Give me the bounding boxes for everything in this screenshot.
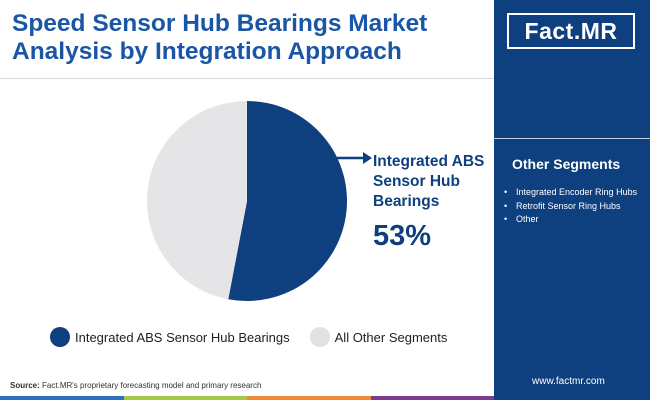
source-note: Source: Fact.MR's proprietary forecastin… [10, 381, 261, 390]
sidebar-divider [494, 138, 650, 139]
other-segments-title: Other Segments [512, 156, 621, 172]
list-item: Other [504, 213, 644, 226]
page-title: Speed Sensor Hub Bearings Market Analysi… [12, 10, 428, 65]
list-item: Retrofit Sensor Ring Hubs [504, 200, 644, 213]
logo-text-main: Fact [524, 17, 574, 44]
legend-label-primary: Integrated ABS Sensor Hub Bearings [75, 329, 290, 345]
chart-callout: Integrated ABS Sensor Hub Bearings 53% [373, 152, 493, 253]
callout-arrow-head [363, 152, 372, 164]
pie-slice-integrated-abs [228, 101, 348, 301]
pie-slice-all-other [147, 101, 247, 300]
factmr-logo: Fact .MR [507, 13, 635, 49]
website-link[interactable]: www.factmr.com [532, 376, 605, 387]
legend-item-other: All Other Segments [309, 327, 448, 347]
sidebar-panel: Fact.MR Other Segments Integrated Encode… [494, 0, 650, 400]
chart-legend: Integrated ABS Sensor Hub Bearings All O… [50, 327, 467, 347]
bottom-bar-segment [123, 396, 247, 400]
legend-item-primary: Integrated ABS Sensor Hub Bearings [50, 327, 290, 347]
logo-text-accent: .MR [573, 17, 618, 44]
legend-swatch-other [309, 327, 330, 347]
title-divider [0, 78, 494, 79]
source-label: Source: [10, 381, 40, 390]
legend-label-other: All Other Segments [334, 329, 448, 345]
other-segments-list: Integrated Encoder Ring Hubs Retrofit Se… [504, 186, 644, 227]
legend-swatch-primary [50, 327, 70, 347]
bottom-bar-segment [247, 396, 371, 400]
source-text: Fact.MR's proprietary forecasting model … [42, 381, 262, 390]
callout-value: 53% [373, 220, 432, 252]
main-panel: Speed Sensor Hub Bearings Market Analysi… [0, 10, 494, 400]
list-item: Integrated Encoder Ring Hubs [504, 186, 644, 199]
callout-label: Integrated ABS Sensor Hub Bearings [373, 153, 485, 210]
bottom-bar-segment [0, 396, 124, 400]
pie-chart [147, 101, 372, 301]
bottom-color-bar [0, 396, 494, 400]
bottom-bar-segment [370, 396, 494, 400]
